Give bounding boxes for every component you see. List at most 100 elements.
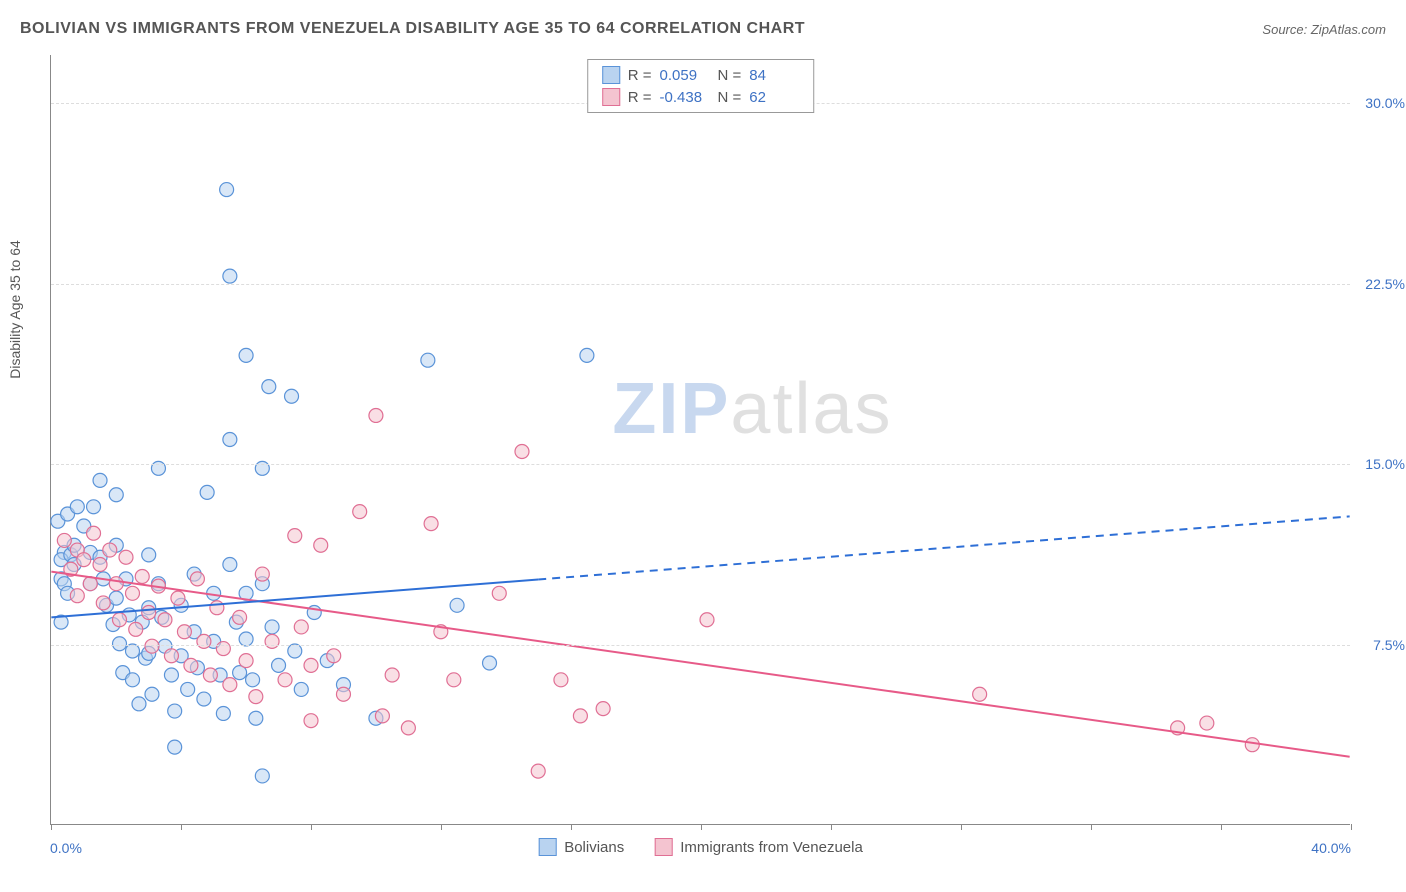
data-point bbox=[336, 687, 350, 701]
y-axis-title: Disability Age 35 to 64 bbox=[7, 240, 23, 379]
data-point bbox=[327, 649, 341, 663]
data-point bbox=[109, 591, 123, 605]
r-label-blue: R = bbox=[628, 67, 652, 84]
data-point bbox=[158, 613, 172, 627]
data-point bbox=[220, 183, 234, 197]
data-point bbox=[314, 538, 328, 552]
data-point bbox=[200, 485, 214, 499]
data-point bbox=[531, 764, 545, 778]
x-tick bbox=[311, 824, 312, 830]
x-tick bbox=[441, 824, 442, 830]
legend-swatch-pink bbox=[654, 838, 672, 856]
y-tick-label: 15.0% bbox=[1365, 456, 1405, 472]
x-axis-min-label: 0.0% bbox=[50, 840, 82, 856]
data-point bbox=[447, 673, 461, 687]
data-point bbox=[223, 433, 237, 447]
gridline-h bbox=[51, 645, 1350, 646]
data-point bbox=[119, 550, 133, 564]
data-point bbox=[109, 488, 123, 502]
data-point bbox=[125, 586, 139, 600]
swatch-blue bbox=[602, 66, 620, 84]
x-tick bbox=[1351, 824, 1352, 830]
data-point bbox=[385, 668, 399, 682]
data-point bbox=[249, 690, 263, 704]
data-point bbox=[375, 709, 389, 723]
data-point bbox=[113, 613, 127, 627]
legend-label-bolivians: Bolivians bbox=[564, 839, 624, 856]
stats-row-blue: R = 0.059 N = 84 bbox=[602, 64, 800, 86]
r-value-blue: 0.059 bbox=[660, 67, 710, 84]
data-point bbox=[223, 678, 237, 692]
data-point bbox=[184, 658, 198, 672]
data-point bbox=[197, 692, 211, 706]
data-point bbox=[223, 557, 237, 571]
data-point bbox=[401, 721, 415, 735]
r-label-pink: R = bbox=[628, 89, 652, 106]
data-point bbox=[262, 380, 276, 394]
data-point bbox=[483, 656, 497, 670]
data-point bbox=[197, 634, 211, 648]
scatter-plot bbox=[51, 55, 1350, 824]
y-tick-label: 22.5% bbox=[1365, 276, 1405, 292]
data-point bbox=[203, 668, 217, 682]
data-point bbox=[580, 348, 594, 362]
data-point bbox=[255, 769, 269, 783]
data-point bbox=[164, 649, 178, 663]
data-point bbox=[87, 526, 101, 540]
legend-swatch-blue bbox=[538, 838, 556, 856]
data-point bbox=[57, 533, 71, 547]
x-tick bbox=[571, 824, 572, 830]
data-point bbox=[278, 673, 292, 687]
data-point bbox=[168, 740, 182, 754]
data-point bbox=[1200, 716, 1214, 730]
data-point bbox=[255, 567, 269, 581]
data-point bbox=[70, 500, 84, 514]
data-point bbox=[265, 620, 279, 634]
chart-title: BOLIVIAN VS IMMIGRANTS FROM VENEZUELA DI… bbox=[20, 20, 805, 38]
x-tick bbox=[831, 824, 832, 830]
x-tick bbox=[1091, 824, 1092, 830]
data-point bbox=[142, 606, 156, 620]
data-point bbox=[145, 687, 159, 701]
swatch-pink bbox=[602, 88, 620, 106]
data-point bbox=[93, 473, 107, 487]
data-point bbox=[369, 408, 383, 422]
data-point bbox=[424, 517, 438, 531]
data-point bbox=[246, 673, 260, 687]
data-point bbox=[554, 673, 568, 687]
data-point bbox=[288, 644, 302, 658]
bottom-legend: Bolivians Immigrants from Venezuela bbox=[538, 838, 863, 856]
data-point bbox=[304, 714, 318, 728]
data-point bbox=[353, 505, 367, 519]
x-axis-max-label: 40.0% bbox=[1311, 840, 1351, 856]
y-tick-label: 30.0% bbox=[1365, 95, 1405, 111]
data-point bbox=[304, 658, 318, 672]
n-value-blue: 84 bbox=[749, 67, 799, 84]
x-tick bbox=[1221, 824, 1222, 830]
data-point bbox=[450, 598, 464, 612]
data-point bbox=[77, 553, 91, 567]
data-point bbox=[239, 654, 253, 668]
stats-row-pink: R = -0.438 N = 62 bbox=[602, 86, 800, 108]
data-point bbox=[973, 687, 987, 701]
data-point bbox=[142, 548, 156, 562]
x-tick bbox=[961, 824, 962, 830]
source-name: ZipAtlas.com bbox=[1311, 22, 1386, 37]
data-point bbox=[573, 709, 587, 723]
data-point bbox=[265, 634, 279, 648]
gridline-h bbox=[51, 464, 1350, 465]
gridline-h bbox=[51, 284, 1350, 285]
x-tick bbox=[181, 824, 182, 830]
source-label: Source: bbox=[1262, 22, 1307, 37]
data-point bbox=[177, 625, 191, 639]
data-point bbox=[700, 613, 714, 627]
legend-label-venezuela: Immigrants from Venezuela bbox=[680, 839, 863, 856]
data-point bbox=[515, 445, 529, 459]
data-point bbox=[70, 589, 84, 603]
n-value-pink: 62 bbox=[749, 89, 799, 106]
r-value-pink: -0.438 bbox=[660, 89, 710, 106]
y-tick-label: 7.5% bbox=[1373, 637, 1405, 653]
data-point bbox=[216, 706, 230, 720]
data-point bbox=[109, 577, 123, 591]
data-point bbox=[125, 644, 139, 658]
